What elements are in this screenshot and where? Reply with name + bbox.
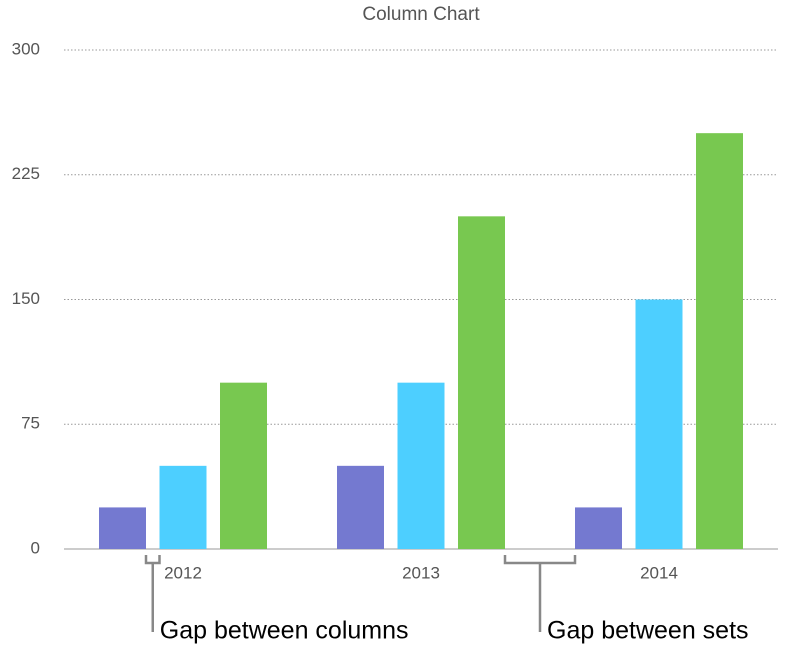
y-tick-label: 0 (31, 538, 40, 557)
chart-title: Column Chart (362, 4, 480, 25)
annotation: Gap between sets (547, 617, 749, 645)
x-tick-label: 2013 (402, 563, 440, 582)
bar (696, 133, 743, 549)
bar (458, 216, 505, 550)
y-tick-label: 300 (12, 39, 40, 58)
y-tick-label: 75 (21, 414, 40, 433)
annotation-bracket (144, 555, 161, 632)
y-tick-label: 225 (12, 164, 40, 183)
bar (635, 299, 683, 549)
bar (337, 465, 384, 549)
x-tick-label: 2014 (640, 563, 678, 582)
bar (159, 465, 207, 549)
bar (99, 507, 146, 549)
x-tick-label: 2012 (164, 563, 202, 582)
annotation-bracket (503, 555, 577, 632)
bar (220, 382, 267, 549)
bar (397, 382, 445, 549)
bar (575, 507, 622, 549)
annotation: Gap between columns (160, 617, 409, 645)
y-tick-label: 150 (12, 289, 40, 308)
